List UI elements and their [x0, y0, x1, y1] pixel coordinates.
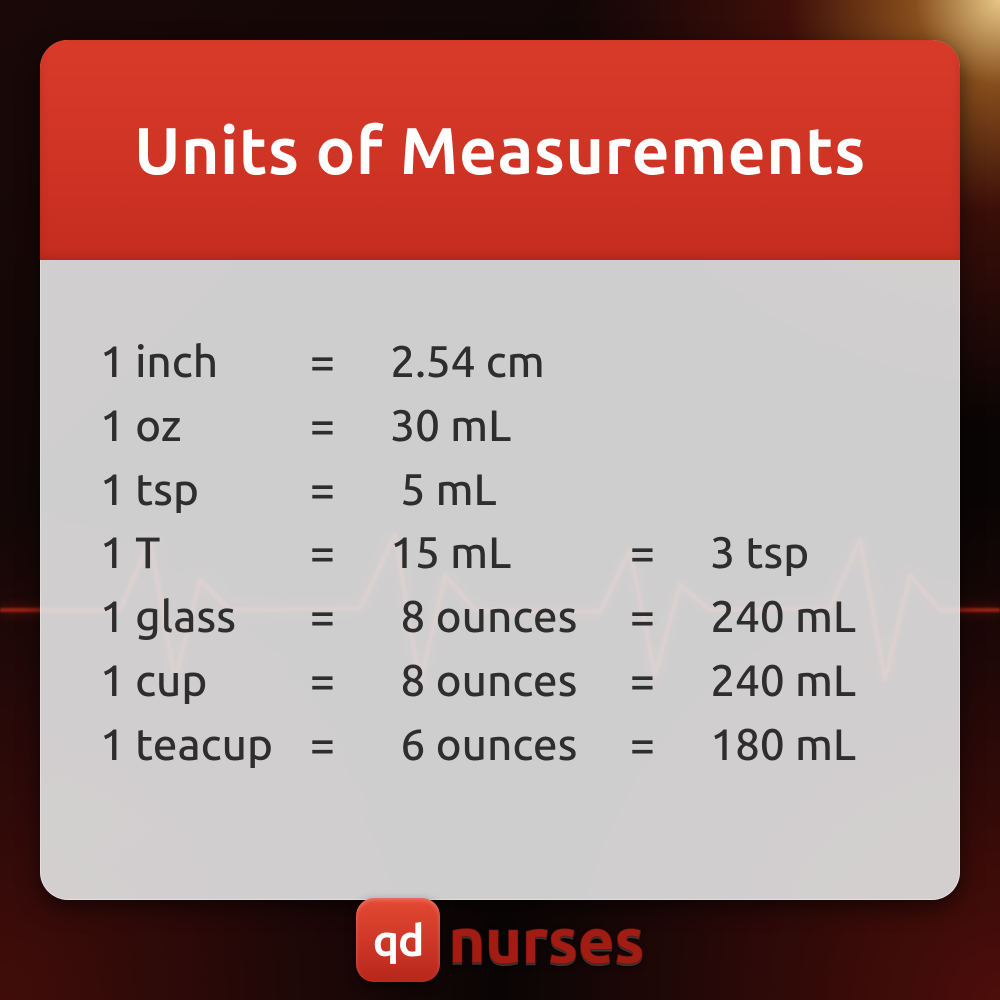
unit-label: 1 teacup: [100, 713, 310, 777]
equals-sign: =: [630, 649, 700, 713]
equals-sign: =: [310, 713, 380, 777]
logo-badge-text: qd: [373, 916, 424, 965]
unit-value-2: 240 mL: [700, 649, 910, 713]
unit-value: 5 mL: [380, 458, 630, 522]
equals-sign: =: [630, 713, 700, 777]
measurement-row: 1 cup = 8 ounces = 240 mL: [100, 649, 910, 713]
measurement-row: 1 tsp = 5 mL: [100, 458, 910, 522]
card-body: 1 inch = 2.54 cm 1 oz = 30 mL 1 tsp = 5 …: [40, 260, 960, 817]
card-title: Units of Measurements: [134, 113, 866, 187]
equals-sign: =: [630, 585, 700, 649]
unit-value: 6 ounces: [380, 713, 630, 777]
equals-sign: =: [310, 330, 380, 394]
unit-label: 1 glass: [100, 585, 310, 649]
equals-sign: =: [310, 585, 380, 649]
measurement-row: 1 inch = 2.54 cm: [100, 330, 910, 394]
unit-value-2: 180 mL: [700, 713, 910, 777]
measurement-row: 1 oz = 30 mL: [100, 394, 910, 458]
unit-value: 15 mL: [380, 521, 630, 585]
measurement-row: 1 glass = 8 ounces = 240 mL: [100, 585, 910, 649]
equals-sign: =: [310, 394, 380, 458]
unit-value: 8 ounces: [380, 585, 630, 649]
equals-sign: =: [310, 649, 380, 713]
card-header: Units of Measurements: [40, 40, 960, 260]
equals-sign: =: [630, 521, 700, 585]
brand-logo: qd nurses: [0, 898, 1000, 982]
equals-sign: =: [310, 458, 380, 522]
equals-sign: =: [310, 521, 380, 585]
logo-word: nurses: [448, 904, 644, 976]
unit-label: 1 oz: [100, 394, 310, 458]
unit-label: 1 cup: [100, 649, 310, 713]
unit-value-2: 240 mL: [700, 585, 910, 649]
unit-value: 8 ounces: [380, 649, 630, 713]
unit-value: 30 mL: [380, 394, 630, 458]
unit-label: 1 inch: [100, 330, 310, 394]
unit-label: 1 T: [100, 521, 310, 585]
measurement-row: 1 T = 15 mL = 3 tsp: [100, 521, 910, 585]
logo-badge: qd: [356, 898, 440, 982]
info-card: Units of Measurements 1 inch = 2.54 cm 1…: [40, 40, 960, 900]
unit-label: 1 tsp: [100, 458, 310, 522]
unit-value-2: 3 tsp: [700, 521, 910, 585]
measurement-row: 1 teacup = 6 ounces = 180 mL: [100, 713, 910, 777]
unit-value: 2.54 cm: [380, 330, 630, 394]
